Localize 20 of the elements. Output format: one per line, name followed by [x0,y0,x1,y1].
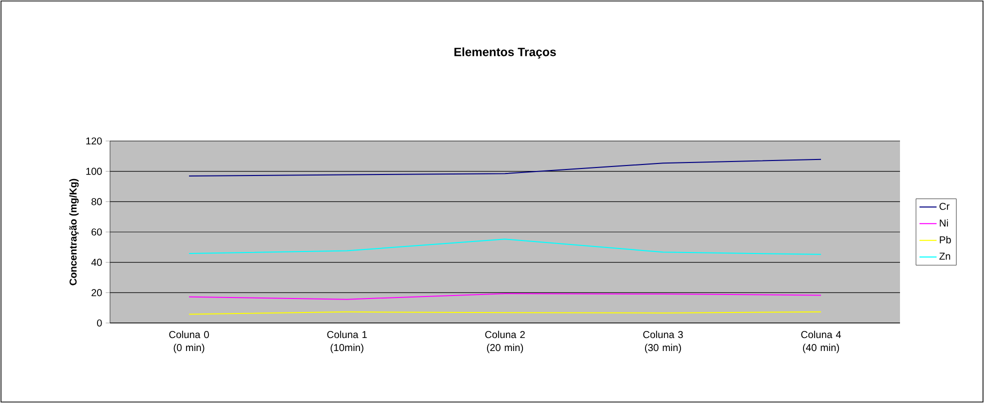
y-tick-label: 80 [92,198,102,206]
chart-title: Elementos Traços [454,47,556,59]
x-tick-label: Coluna 1 (10min) [327,330,367,354]
y-tick-label: 20 [92,289,102,296]
legend-label: Pb [940,236,951,244]
x-tick-label: Coluna 3 (30 min) [643,330,683,354]
y-axis-title: Concentração (mg/Kg) [69,178,79,286]
y-tick-label: 0 [97,319,102,327]
line-series [188,238,822,255]
legend-label: Zn [939,252,950,260]
y-tick-label: 60 [92,228,102,236]
line-series [188,158,822,177]
legend-label: Ni [940,219,948,227]
y-tick-label: 120 [86,137,102,145]
y-tick-label: 40 [91,258,102,266]
x-tick-label: Coluna 4 (40 min) [801,330,841,354]
x-tick-label: Coluna 2 (20 min) [485,330,525,354]
y-tick-label: 100 [86,168,102,175]
legend-label: Cr [940,202,950,210]
x-tick-label: Coluna 0 (0 min) [169,330,209,354]
